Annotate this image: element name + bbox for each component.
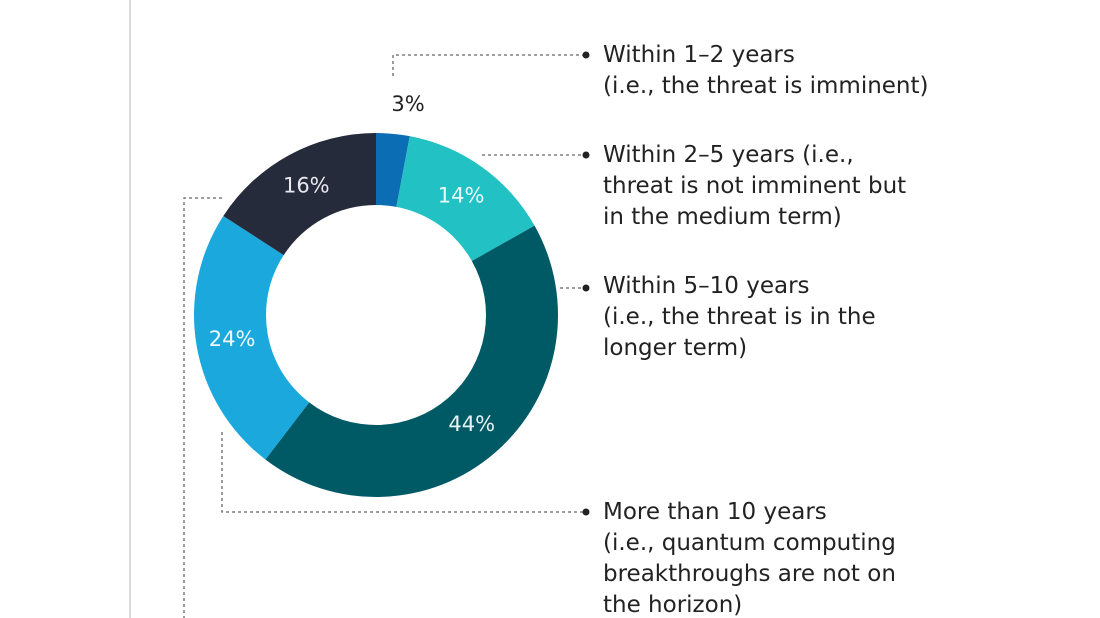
legend-label: More than 10 years (i.e., quantum computi… [603, 499, 896, 618]
bullet [582, 284, 590, 292]
value-label: 14% [438, 183, 485, 207]
leader-line [183, 197, 222, 618]
leader-line [392, 54, 585, 76]
leader-lines [183, 51, 590, 618]
legend-label: Within 1–2 years (i.e., the threat is imm… [603, 42, 929, 99]
donut-segment [376, 133, 410, 207]
leader-line [221, 432, 585, 513]
donut-segment [396, 136, 535, 261]
value-label: 44% [448, 412, 495, 436]
legend-label: Within 2–5 years (i.e., threat is not imm… [603, 142, 906, 230]
bullet [582, 508, 590, 516]
bullet [582, 51, 590, 59]
value-label: 16% [283, 174, 330, 198]
value-label: 24% [209, 327, 256, 351]
value-label: 3% [391, 92, 424, 116]
donut-segment [223, 133, 376, 256]
donut-segment [193, 215, 310, 460]
legend-label: Within 5–10 years (i.e., the threat is in… [603, 273, 876, 361]
donut-segment [265, 225, 559, 497]
bullet [582, 151, 590, 159]
